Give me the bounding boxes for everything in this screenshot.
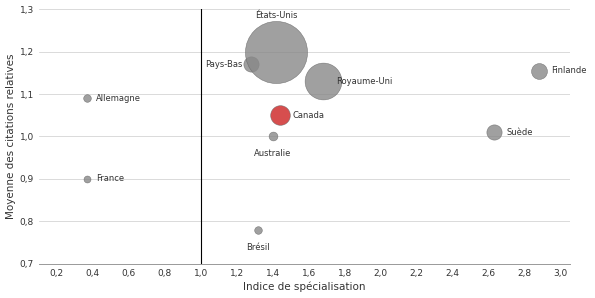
Point — [271, 49, 281, 54]
Text: Brésil: Brésil — [246, 243, 270, 252]
Point — [83, 96, 92, 101]
Text: Allemagne: Allemagne — [96, 94, 142, 103]
Point — [268, 134, 277, 139]
Text: Suède: Suède — [506, 128, 533, 137]
Point — [534, 68, 544, 73]
Point — [318, 79, 328, 84]
Text: Canada: Canada — [293, 111, 324, 120]
Text: États-Unis: États-Unis — [255, 11, 298, 20]
Text: Finlande: Finlande — [552, 66, 587, 75]
Text: France: France — [96, 174, 124, 184]
Point — [253, 228, 263, 232]
Text: Pays-Bas: Pays-Bas — [205, 60, 242, 69]
Text: Australie: Australie — [254, 149, 292, 158]
Text: Royaume-Uni: Royaume-Uni — [336, 77, 392, 86]
Point — [489, 130, 499, 135]
Point — [246, 62, 256, 67]
X-axis label: Indice de spécialisation: Indice de spécialisation — [243, 282, 365, 292]
Y-axis label: Moyenne des citations relatives: Moyenne des citations relatives — [5, 54, 15, 219]
Point — [275, 113, 284, 118]
Point — [83, 177, 92, 181]
